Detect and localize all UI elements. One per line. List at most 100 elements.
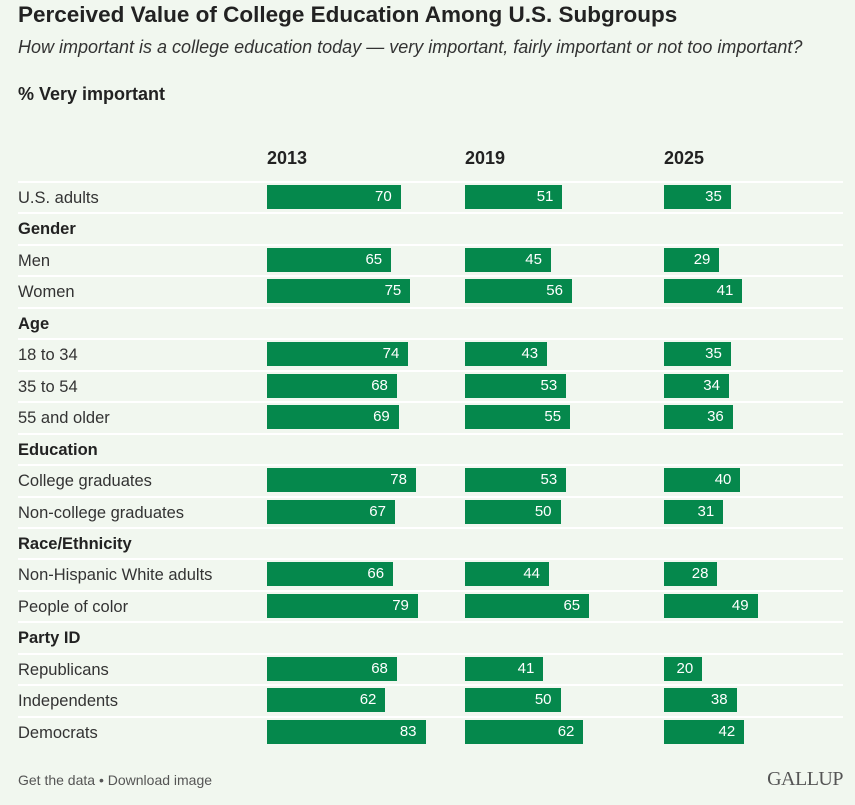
data-label: 65 (365, 250, 383, 268)
data-label: 83 (399, 722, 417, 740)
group-label: Age (18, 314, 50, 333)
row-label: Men (18, 251, 51, 270)
bar-2025: 31 (664, 499, 724, 524)
bar-2019: 56 (465, 279, 572, 304)
table-row: 35 to 54 68 53 34 (18, 369, 843, 402)
row-label: Independents (18, 692, 119, 711)
data-label: 41 (716, 282, 734, 300)
data-label: 38 (710, 691, 728, 709)
data-label: 75 (384, 282, 402, 300)
data-label: 45 (525, 250, 542, 268)
bar-2019: 43 (465, 342, 548, 367)
chart-subtitle: How important is a college education tod… (18, 37, 803, 57)
bar-2013: 83 (267, 719, 426, 744)
data-label: 62 (359, 691, 377, 709)
bar-2025: 40 (664, 468, 741, 493)
bar-2019: 50 (465, 688, 561, 713)
data-label: 79 (392, 596, 409, 614)
row-label: People of color (18, 597, 129, 616)
table-row: 18 to 34 74 43 35 (18, 338, 843, 370)
column-header-2025: 2025 (664, 148, 705, 168)
row-label: Democrats (18, 723, 98, 742)
data-label: 41 (517, 659, 535, 677)
column-header-2019: 2019 (465, 148, 506, 168)
data-label: 68 (371, 659, 388, 677)
bar-2025: 35 (664, 342, 731, 367)
row-label: Republicans (18, 660, 109, 679)
data-label: 56 (546, 282, 563, 300)
gallup-logo: GALLUP (767, 768, 843, 790)
data-label: 69 (373, 408, 390, 426)
data-label: 49 (731, 596, 749, 614)
get-data-link[interactable]: Get the data (18, 772, 96, 788)
table-row: Non-Hispanic White adults 66 44 28 (18, 558, 843, 590)
bar-2013: 68 (267, 656, 397, 681)
data-label: 65 (563, 596, 581, 614)
row-label: Non-college graduates (18, 503, 185, 522)
data-label: 50 (534, 691, 552, 709)
bar-2013: 65 (267, 247, 392, 272)
bar-2025: 42 (664, 719, 745, 744)
data-label: 53 (540, 376, 558, 394)
bar-2013: 69 (267, 405, 399, 430)
data-label: 29 (693, 250, 711, 268)
bar-2013: 79 (267, 593, 418, 618)
row-label: 35 to 54 (18, 377, 78, 396)
bar-2013: 62 (267, 688, 386, 713)
data-label: 42 (718, 722, 736, 740)
data-label: 70 (375, 188, 392, 205)
table-row: Men 65 45 29 (18, 243, 843, 276)
data-label: 67 (369, 502, 386, 520)
bar-2013: 74 (267, 342, 409, 367)
chart-title: Perceived Value of College Education Amo… (18, 2, 678, 27)
column-header-2013: 2013 (267, 148, 308, 168)
download-image-link[interactable]: Download image (107, 772, 213, 788)
group-label: Party ID (18, 629, 81, 648)
data-label: 36 (707, 408, 724, 426)
data-label: 34 (703, 376, 720, 394)
bar-2013: 68 (267, 373, 397, 398)
row-label: 18 to 34 (18, 346, 78, 365)
data-label: 35 (705, 345, 722, 363)
row-label: 55 and older (18, 409, 110, 428)
bar-2025: 28 (664, 562, 718, 587)
bar-2025: 36 (664, 405, 733, 430)
data-label: 51 (536, 188, 554, 205)
data-label: 44 (523, 565, 541, 583)
bar-2019: 53 (465, 373, 567, 398)
data-label: 50 (534, 502, 552, 520)
bar-2025: 35 (664, 185, 731, 209)
data-label: 31 (697, 502, 715, 520)
bar-2019: 53 (465, 468, 567, 493)
bar-2013: 67 (267, 499, 395, 524)
bar-2013: 78 (267, 468, 416, 493)
table-row: Women 75 56 41 (18, 275, 843, 307)
bar-2019: 45 (465, 247, 551, 272)
measure-label: % Very important (18, 84, 166, 104)
group-header-row: Race/Ethnicity (18, 526, 843, 559)
bar-2025: 38 (664, 688, 737, 713)
group-header-row: Party ID (18, 621, 843, 653)
bar-2025: 41 (664, 279, 743, 304)
table-row: College graduates 78 53 40 (18, 464, 843, 496)
group-header-row: Education (18, 432, 843, 465)
data-label: 74 (382, 345, 400, 363)
data-label: 20 (676, 659, 694, 677)
table-row: People of color 79 65 49 (18, 589, 843, 622)
data-label: 62 (557, 722, 575, 740)
data-label: 35 (705, 188, 722, 205)
bar-2013: 75 (267, 279, 411, 304)
bar-2013: 70 (267, 185, 401, 209)
bar-2019: 50 (465, 499, 561, 524)
table-row: Republicans 68 41 20 (18, 652, 843, 685)
data-label: 68 (371, 376, 388, 394)
data-label: 66 (367, 565, 385, 583)
table-row: Democrats 83 62 42 (18, 715, 843, 748)
footer-separator: • (95, 772, 108, 788)
group-label: Race/Ethnicity (18, 534, 132, 553)
bar-2019: 65 (465, 593, 590, 618)
bar-2019: 51 (465, 185, 563, 209)
group-label: Education (18, 440, 98, 459)
bar-2019: 55 (465, 405, 571, 430)
group-label: Gender (18, 220, 76, 239)
